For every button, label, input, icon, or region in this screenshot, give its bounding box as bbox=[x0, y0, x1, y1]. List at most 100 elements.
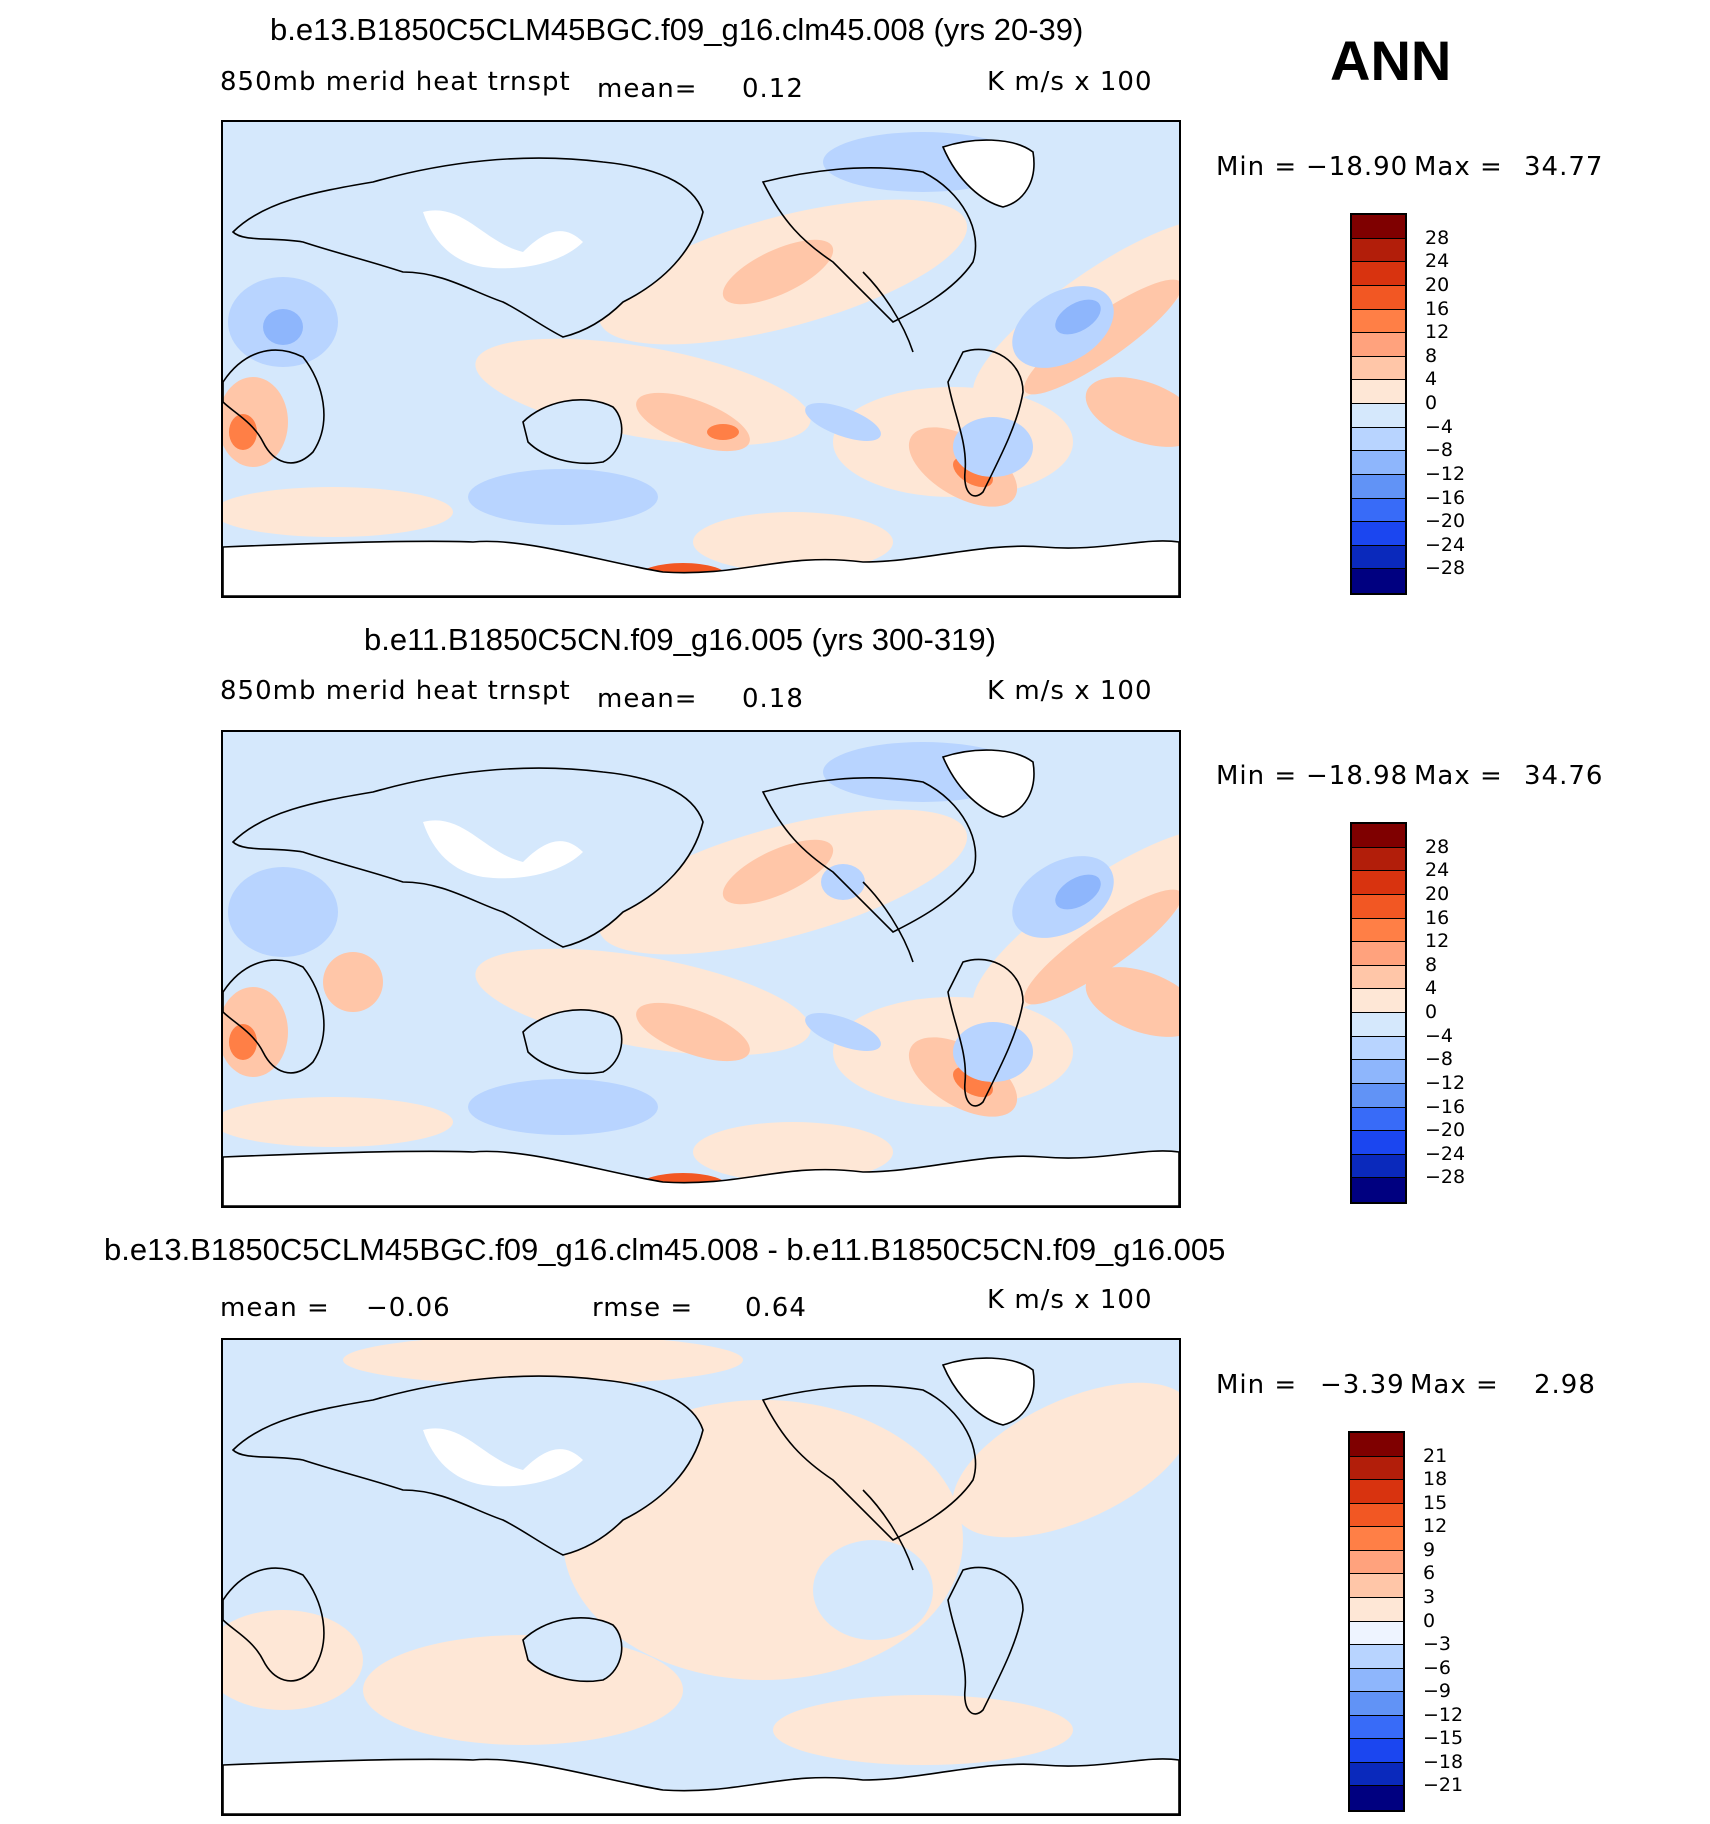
greenland-landmass bbox=[941, 139, 1035, 208]
panel3-units: K m/s x 100 bbox=[987, 1285, 1153, 1315]
colorbar-tick-label: 20 bbox=[1425, 882, 1450, 905]
negative-anomaly bbox=[468, 469, 658, 525]
panel1-max-value: 34.77 bbox=[1524, 152, 1604, 182]
missing-data-region bbox=[423, 820, 583, 879]
colorbar-segment bbox=[1352, 427, 1405, 452]
panel3-min-label: Min = bbox=[1216, 1370, 1298, 1400]
negative-anomaly bbox=[805, 1013, 881, 1051]
colorbar-tick-label: 0 bbox=[1425, 392, 1438, 414]
colorbar-segment bbox=[1350, 1480, 1403, 1504]
north-america-coastline bbox=[761, 167, 977, 323]
positive-anomaly bbox=[223, 1610, 363, 1710]
africa-coastline bbox=[223, 959, 325, 1074]
colorbar-segment bbox=[1350, 1621, 1403, 1646]
panel2-max-value: 34.76 bbox=[1524, 761, 1604, 791]
colorbar-tick-label: 8 bbox=[1425, 344, 1438, 367]
colorbar-segment bbox=[1352, 380, 1405, 404]
colorbar-segment bbox=[1350, 1574, 1403, 1598]
central-america-coastline bbox=[862, 271, 914, 353]
positive-anomaly bbox=[223, 487, 453, 537]
colorbar-segment bbox=[1352, 238, 1405, 263]
colorbar-tick-label: 6 bbox=[1423, 1562, 1436, 1585]
negative-anomaly bbox=[1055, 299, 1101, 335]
panel2-title: b.e11.B1850C5CN.f09_g16.005 (yrs 300-319… bbox=[364, 622, 996, 657]
panel1-mean-value: 0.12 bbox=[742, 74, 804, 104]
colorbar-segment bbox=[1350, 1597, 1403, 1622]
colorbar-segment bbox=[1350, 1456, 1403, 1481]
colorbar-tick-label: 9 bbox=[1423, 1538, 1436, 1561]
south-america-coastline bbox=[947, 348, 1024, 497]
colorbar-tick-label: 18 bbox=[1423, 1468, 1448, 1491]
colorbar-segment bbox=[1352, 847, 1405, 872]
positive-anomaly bbox=[707, 424, 739, 440]
colorbar-tick-label: −15 bbox=[1423, 1727, 1464, 1750]
south-america-coastline bbox=[947, 1566, 1024, 1715]
colorbar-segment bbox=[1352, 918, 1405, 943]
colorbar-segment bbox=[1350, 1762, 1403, 1787]
colorbar-segment bbox=[1352, 1013, 1405, 1037]
north-america-coastline bbox=[761, 1385, 977, 1541]
colorbar-tick-label: −8 bbox=[1425, 1048, 1454, 1071]
panel3-max-label: Max = bbox=[1410, 1370, 1499, 1400]
colorbar-segment bbox=[1350, 1692, 1403, 1716]
panel2-map bbox=[221, 730, 1181, 1208]
colorbar-tick-label: −28 bbox=[1425, 557, 1466, 580]
colorbar-tick-label: −20 bbox=[1425, 510, 1466, 533]
panel3-rmse-value: 0.64 bbox=[745, 1293, 807, 1323]
colorbar-tick-label: −4 bbox=[1425, 1024, 1454, 1047]
colorbar-tick-label: −21 bbox=[1423, 1774, 1464, 1797]
australia-landmass bbox=[522, 399, 623, 465]
colorbar-segment bbox=[1352, 309, 1405, 334]
panel1-variable: 850mb merid heat trnspt bbox=[220, 67, 571, 97]
colorbar-tick-label: 12 bbox=[1425, 321, 1450, 344]
panel1-title: b.e13.B1850C5CLM45BGC.f09_g16.clm45.008 … bbox=[270, 12, 1084, 47]
colorbar-segment bbox=[1352, 498, 1405, 523]
colorbar-segment bbox=[1350, 1503, 1403, 1528]
colorbar-tick-label: 24 bbox=[1425, 250, 1450, 273]
panel3-map-field bbox=[223, 1340, 1179, 1814]
panel3-colorbar bbox=[1348, 1431, 1405, 1812]
colorbar-tick-label: −16 bbox=[1425, 1095, 1466, 1118]
colorbar-tick-label: −18 bbox=[1423, 1750, 1464, 1773]
season-label: ANN bbox=[1330, 29, 1452, 92]
colorbar-segment bbox=[1352, 522, 1405, 546]
panel2-mean-value: 0.18 bbox=[742, 684, 804, 714]
africa-coastline bbox=[223, 1567, 325, 1682]
panel2-colorbar bbox=[1350, 822, 1407, 1204]
panel1-min-value: −18.90 bbox=[1306, 152, 1409, 182]
africa-coastline bbox=[223, 349, 325, 464]
panel2-map-field bbox=[223, 732, 1179, 1206]
greenland-landmass bbox=[941, 749, 1035, 818]
colorbar-segment bbox=[1352, 1154, 1405, 1179]
missing-data-region bbox=[423, 210, 583, 269]
south-america-coastline bbox=[947, 958, 1024, 1107]
panel3-mean-label: mean = bbox=[220, 1293, 330, 1323]
colorbar-tick-label: 16 bbox=[1425, 906, 1450, 929]
colorbar-tick-label: −24 bbox=[1425, 533, 1466, 556]
colorbar-tick-label: 20 bbox=[1425, 273, 1450, 296]
panel1-mean-label: mean= bbox=[597, 74, 698, 104]
panel1-min-label: Min = bbox=[1216, 152, 1298, 182]
colorbar-segment bbox=[1352, 1131, 1405, 1155]
positive-anomaly bbox=[1085, 377, 1179, 447]
positive-anomaly bbox=[973, 829, 1179, 1015]
colorbar-tick-label: −9 bbox=[1423, 1680, 1452, 1703]
panel3-map bbox=[221, 1338, 1181, 1816]
colorbar-segment bbox=[1352, 989, 1405, 1013]
colorbar-segment bbox=[1352, 404, 1405, 428]
colorbar-tick-label: −6 bbox=[1423, 1656, 1452, 1679]
central-america-coastline bbox=[862, 1489, 914, 1571]
colorbar-tick-label: 21 bbox=[1423, 1444, 1448, 1467]
colorbar-tick-label: −12 bbox=[1425, 462, 1466, 485]
positive-anomaly bbox=[952, 1382, 1179, 1538]
colorbar-segment bbox=[1352, 894, 1405, 919]
positive-anomaly bbox=[229, 414, 257, 450]
panel3-min-value: −3.39 bbox=[1320, 1370, 1405, 1400]
panel3-title: b.e13.B1850C5CLM45BGC.f09_g16.clm45.008 … bbox=[104, 1232, 1226, 1267]
colorbar-segment bbox=[1352, 285, 1405, 310]
positive-anomaly bbox=[773, 1695, 1073, 1765]
antarctica-landmass bbox=[223, 1758, 1179, 1814]
colorbar-segment bbox=[1352, 451, 1405, 475]
positive-anomaly bbox=[223, 1097, 453, 1147]
negative-anomaly bbox=[228, 867, 338, 957]
